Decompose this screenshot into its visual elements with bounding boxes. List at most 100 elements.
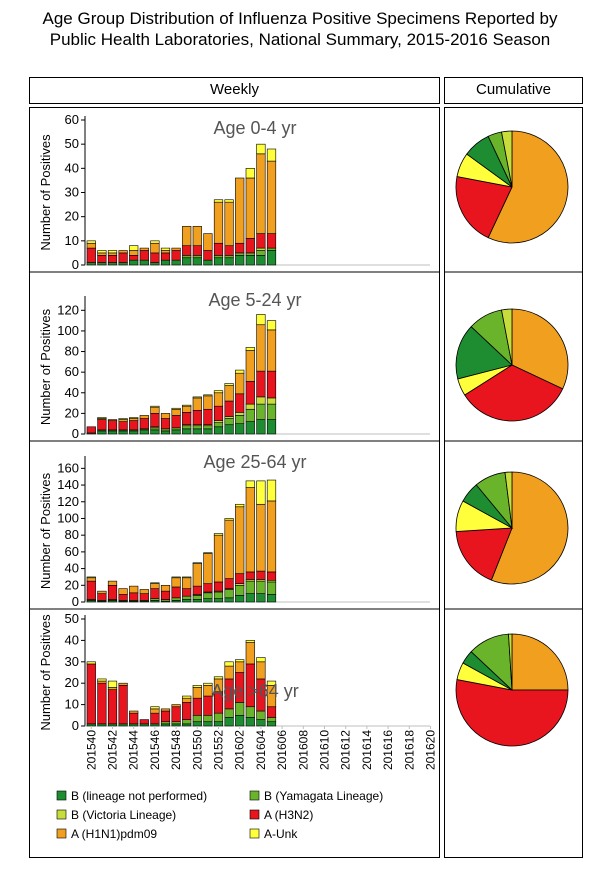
bar-segment [150, 405, 160, 408]
y-tick-label: 140 [57, 477, 79, 492]
bar-segment [129, 430, 139, 435]
page-title: Age Group Distribution of Influenza Posi… [0, 8, 600, 50]
x-tick-label: 201612 [339, 730, 353, 770]
bar-segment [256, 396, 266, 405]
x-tick-label: 201618 [402, 730, 416, 770]
bar-segment [192, 428, 202, 435]
y-tick-label: 40 [65, 561, 79, 576]
weekly-header-box [29, 77, 440, 104]
bar-segment [224, 400, 234, 417]
bar-segment [256, 370, 266, 398]
bar-segment [224, 665, 234, 680]
bar-segment [256, 255, 266, 266]
bar-segment [224, 597, 234, 603]
bar-segment [129, 723, 139, 727]
bar-segment [266, 403, 277, 420]
bar-segment [213, 534, 224, 583]
x-tick-label: 201608 [296, 730, 310, 770]
bar-segment [256, 480, 266, 505]
bar-segment [266, 571, 277, 581]
bar-segment [107, 252, 118, 256]
bar-segment [192, 226, 202, 246]
bar-segment [171, 706, 181, 723]
bar-segment [182, 599, 192, 603]
bar-segment [171, 259, 181, 266]
bar-segment [203, 583, 213, 593]
bar-segment [224, 717, 234, 727]
bar-segment [129, 712, 139, 725]
y-tick-label: 60 [65, 112, 79, 127]
bar-segment [224, 201, 234, 246]
bar-segment [129, 417, 139, 419]
bar-segment [150, 262, 160, 266]
bar-segment [256, 419, 266, 435]
pie-slice [455, 527, 513, 581]
bar-segment [118, 252, 128, 263]
bar-segment [160, 710, 171, 723]
pie-slice [490, 471, 569, 585]
bar-segment [213, 591, 224, 599]
bar-segment [182, 425, 192, 430]
bar-segment [139, 589, 149, 594]
bar-segment [182, 695, 192, 699]
x-tick-label: 201540 [84, 730, 98, 770]
bar-segment [235, 369, 245, 374]
bar-segment [129, 592, 139, 601]
bar-segment [235, 412, 245, 416]
bar-segment [182, 576, 192, 579]
bar-segment [266, 233, 277, 249]
y-tick-label: 10 [65, 697, 79, 712]
bar-segment [86, 661, 96, 665]
bar-segment [171, 576, 181, 579]
bar-segment [203, 598, 213, 603]
bar-segment [245, 347, 255, 351]
bar-segment [203, 250, 213, 261]
bar-segment [192, 245, 202, 256]
bar-segment [160, 590, 171, 600]
bar-segment [171, 415, 181, 429]
bar-segment [256, 250, 266, 256]
bar-segment [245, 642, 255, 665]
bar-segment [160, 430, 171, 435]
bar-segment [213, 598, 224, 603]
bar-segment [171, 427, 181, 431]
bar-segment [203, 428, 213, 435]
bar-segment [160, 250, 171, 254]
bar-segment [171, 429, 181, 435]
bar-segment [224, 255, 234, 259]
bar-segment [97, 680, 107, 684]
y-tick-label: 80 [65, 344, 79, 359]
bar-segment [118, 682, 128, 686]
bar-segment [118, 594, 128, 601]
bar-segment [86, 577, 96, 582]
y-axis-label: Number of Positives [38, 472, 53, 589]
bar-segment [192, 255, 202, 259]
legend-swatch [56, 828, 67, 839]
bar-segment [86, 580, 96, 600]
bar-segment [235, 372, 245, 395]
bar-segment [224, 257, 234, 266]
bar-segment [224, 708, 234, 718]
bar-segment [235, 506, 245, 574]
bar-segment [235, 595, 245, 603]
x-tick-label: 201542 [106, 730, 120, 770]
bar-segment [245, 717, 255, 727]
bar-segment [266, 581, 277, 595]
legend-label: B (Victoria Lineage) [71, 808, 176, 822]
bar-segment [118, 418, 128, 420]
bar-segment [192, 685, 202, 688]
bar-segment [86, 262, 96, 266]
y-tick-label: 120 [57, 302, 79, 317]
weekly-panels-frame [29, 107, 440, 858]
bar-segment [86, 663, 96, 725]
bar-segment [203, 714, 213, 723]
bar-segment [160, 721, 171, 725]
bar-segment [171, 586, 181, 599]
bar-segment [256, 657, 266, 663]
bar-segment [256, 153, 266, 234]
bar-segment [107, 687, 118, 690]
bar-segment [171, 577, 181, 588]
bar-segment [182, 719, 192, 725]
bar-segment [266, 397, 277, 405]
legend-swatch [249, 790, 260, 801]
